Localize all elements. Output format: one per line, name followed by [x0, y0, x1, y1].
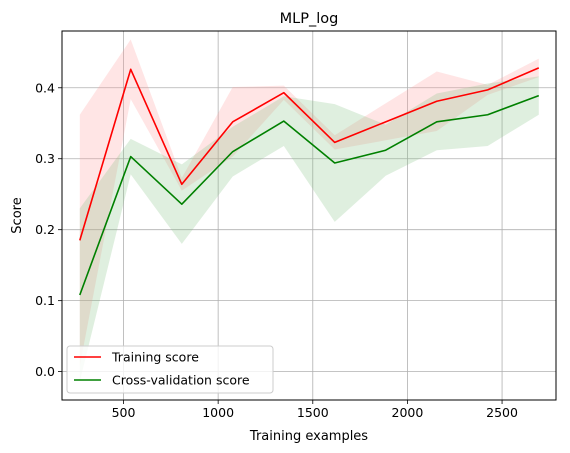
- chart-title: MLP_log: [280, 11, 339, 27]
- band-cross-validation-score: [79, 76, 539, 382]
- y-tick-label-0-3: 0.3: [35, 151, 55, 166]
- x-tick-label-1000: 1000: [202, 405, 234, 420]
- x-axis-label: Training examples: [249, 429, 368, 444]
- line-training-score: [79, 67, 540, 241]
- series-lines: [79, 67, 540, 296]
- plot-area-frame: [61, 30, 557, 401]
- legend: Training score Cross-validation score: [66, 345, 274, 394]
- x-tick-label-2000: 2000: [392, 405, 424, 420]
- y-tick-label-0-4: 0.4: [35, 80, 55, 95]
- x-tick-label-1500: 1500: [297, 405, 329, 420]
- legend-label-training-score: Training score: [111, 350, 199, 365]
- axis-ticks: 500 1000 1500 2000 2500 0.0 0.1 0.2 0.3 0.4: [35, 80, 518, 420]
- band-training-score: [79, 39, 539, 366]
- x-tick-label-2500: 2500: [486, 405, 518, 420]
- y-tick-label-0-1: 0.1: [35, 293, 55, 308]
- y-axis-label: Score: [10, 197, 25, 233]
- legend-label-cross-validation-score: Cross-validation score: [112, 373, 250, 388]
- legend-box: [66, 345, 274, 394]
- y-tick-label-0-2: 0.2: [35, 222, 55, 237]
- grid-lines: [62, 31, 556, 400]
- y-tick-label-0-0: 0.0: [35, 364, 55, 379]
- line-cross-validation-score: [79, 94, 540, 296]
- confidence-bands: [79, 39, 539, 382]
- x-tick-label-500: 500: [112, 405, 136, 420]
